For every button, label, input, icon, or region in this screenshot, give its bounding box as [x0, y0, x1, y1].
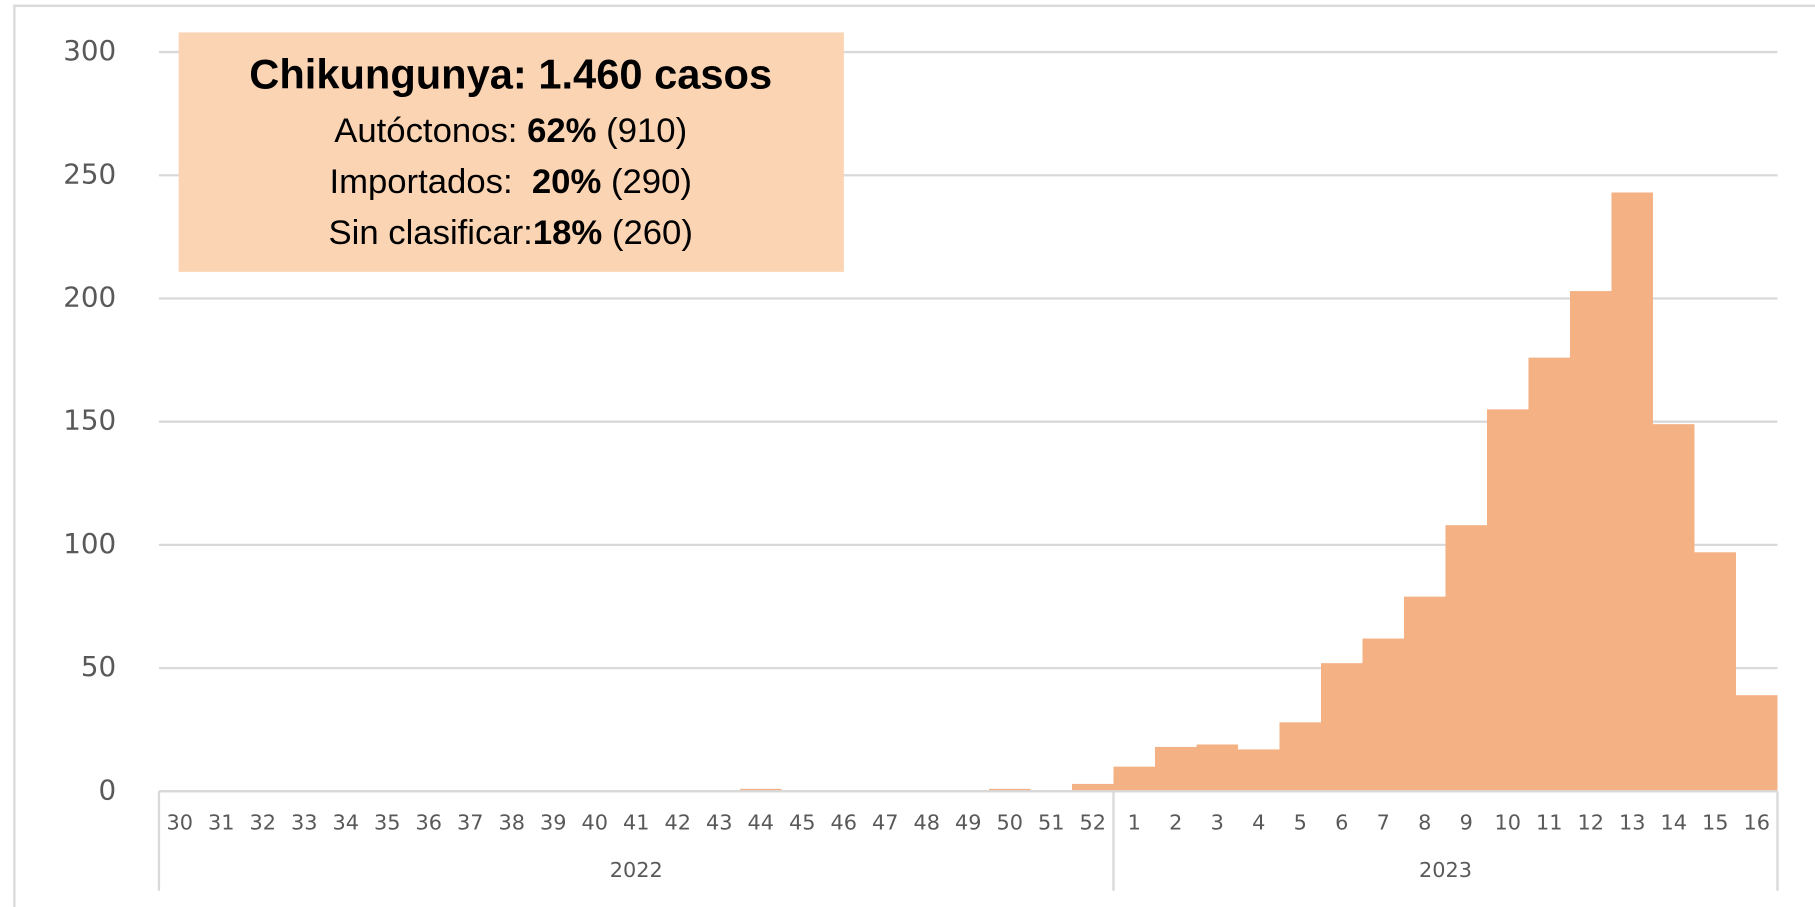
x-tick-label: 46 — [830, 811, 856, 835]
bar — [1362, 638, 1404, 792]
annotation-line: Importados: 20% (290) — [329, 163, 692, 201]
annotation-line: Sin clasificar:18% (260) — [328, 214, 692, 252]
frame — [13, 4, 1815, 907]
bar — [1113, 766, 1155, 792]
bar — [1486, 409, 1529, 792]
x-tick-label: 38 — [498, 811, 524, 835]
x-tick-label: 42 — [664, 811, 690, 835]
x-tick-label: 50 — [996, 811, 1022, 835]
x-tick-label: 14 — [1660, 811, 1686, 835]
bar — [1694, 552, 1736, 792]
x-tick-label: 9 — [1460, 811, 1473, 835]
x-tick-label: 33 — [291, 811, 317, 835]
bar — [739, 788, 782, 792]
annotation-label: Importados: — [329, 163, 531, 201]
bar — [1279, 722, 1321, 792]
x-tick-label: 39 — [540, 811, 566, 835]
bar — [1528, 357, 1570, 792]
y-tick-label: 250 — [63, 157, 116, 190]
annotation-count: (260) — [602, 214, 693, 252]
bar — [1320, 663, 1363, 792]
x-tick-label: 51 — [1038, 811, 1064, 835]
x-tick-label: 5 — [1294, 811, 1307, 835]
x-tick-label: 41 — [623, 811, 649, 835]
bar — [1237, 749, 1280, 792]
annotation-label: Sin clasificar: — [328, 214, 532, 252]
x-tick-label: 10 — [1494, 811, 1520, 835]
annotation-percent: 20% — [532, 163, 601, 201]
x-tick-label: 47 — [872, 811, 898, 835]
bar — [1403, 596, 1446, 792]
bar — [1611, 192, 1653, 792]
x-tick-label: 4 — [1252, 811, 1265, 835]
y-tick-label: 0 — [99, 773, 117, 806]
x-tick-label: 30 — [167, 811, 193, 835]
bar — [1071, 783, 1114, 792]
x-tick-label: 32 — [250, 811, 276, 835]
y-tick-label: 150 — [63, 404, 116, 437]
x-tick-label: 40 — [581, 811, 607, 835]
x-tick-label: 15 — [1702, 811, 1728, 835]
bar — [1445, 525, 1487, 792]
annotation-count: (290) — [601, 163, 692, 201]
group-label: 2022 — [610, 858, 663, 882]
annotation-title: Chikungunya: 1.460 casos — [249, 51, 772, 98]
bar — [1154, 746, 1197, 792]
annotation-line: Autóctonos: 62% (910) — [334, 112, 687, 150]
x-tick-label: 49 — [955, 811, 981, 835]
x-tick-label: 8 — [1418, 811, 1431, 835]
bar — [1652, 424, 1695, 792]
y-tick-label: 200 — [63, 280, 116, 313]
x-tick-label: 45 — [789, 811, 815, 835]
y-tick-label: 50 — [81, 650, 116, 683]
annotation-percent: 62% — [527, 112, 596, 150]
bar — [1569, 291, 1612, 792]
y-tick-label: 100 — [63, 527, 116, 560]
bar — [1735, 695, 1778, 792]
x-tick-label: 52 — [1079, 811, 1105, 835]
x-tick-label: 31 — [208, 811, 234, 835]
x-tick-label: 35 — [374, 811, 400, 835]
annotation-percent: 18% — [533, 214, 602, 252]
annotation-count: (910) — [597, 112, 688, 150]
x-tick-label: 2 — [1169, 811, 1182, 835]
x-tick-label: 13 — [1619, 811, 1645, 835]
x-tick-label: 36 — [415, 811, 441, 835]
x-tick-label: 7 — [1377, 811, 1390, 835]
x-tick-label: 34 — [332, 811, 358, 835]
annotation-box — [178, 32, 844, 272]
x-tick-label: 12 — [1577, 811, 1603, 835]
x-tick-label: 37 — [457, 811, 483, 835]
x-tick-label: 11 — [1536, 811, 1562, 835]
x-tick-label: 16 — [1743, 811, 1769, 835]
bar — [988, 788, 1031, 792]
y-tick-label: 300 — [63, 34, 116, 67]
x-tick-label: 1 — [1128, 811, 1141, 835]
x-tick-label: 6 — [1335, 811, 1348, 835]
x-tick-label: 3 — [1211, 811, 1224, 835]
x-tick-label: 44 — [747, 811, 773, 835]
x-tick-label: 43 — [706, 811, 732, 835]
x-tick-label: 48 — [913, 811, 939, 835]
group-label: 2023 — [1419, 858, 1472, 882]
annotation-label: Autóctonos: — [334, 112, 527, 150]
bar — [1196, 744, 1238, 792]
